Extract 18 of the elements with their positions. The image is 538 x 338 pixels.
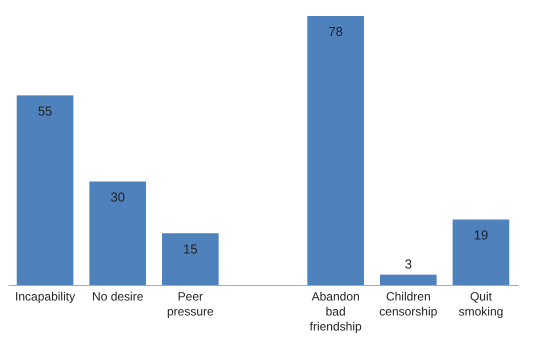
data-label: 15: [183, 241, 198, 256]
x-tick-label: No desire: [92, 290, 144, 304]
x-tick-label: Peer pressure: [167, 290, 214, 318]
data-label: 19: [474, 227, 488, 242]
data-label: 30: [110, 190, 125, 205]
bar: [89, 182, 146, 285]
bar: [380, 274, 437, 285]
x-tick-label: Children censorship: [379, 290, 438, 318]
bar: [307, 16, 364, 285]
data-label: 3: [404, 256, 412, 272]
x-tick-label: Quit smoking: [458, 290, 504, 318]
x-tick-label: Abandon bad friendship: [310, 290, 362, 334]
bar: [452, 219, 510, 285]
bar: [162, 233, 219, 285]
data-label: 55: [38, 103, 52, 118]
x-tick-label: Incapability: [15, 290, 76, 304]
data-label: 78: [328, 24, 343, 39]
bar: [16, 95, 74, 285]
